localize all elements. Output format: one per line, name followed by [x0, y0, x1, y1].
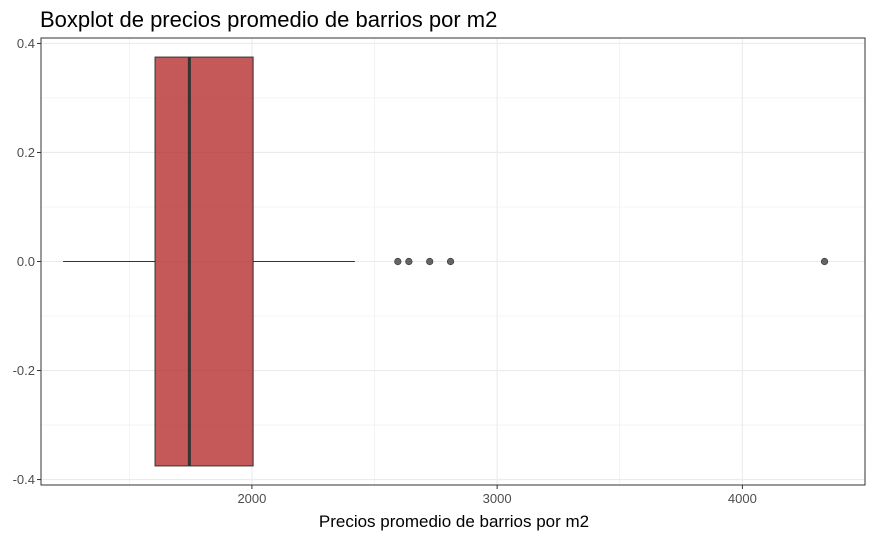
y-tick-label: -0.4: [13, 472, 35, 487]
x-axis-title: Precios promedio de barrios por m2: [319, 512, 589, 531]
x-tick-label: 4000: [728, 491, 757, 506]
x-tick-label: 3000: [483, 491, 512, 506]
outlier-point: [426, 257, 434, 266]
outlier-point: [394, 257, 402, 266]
outlier-point: [820, 257, 829, 266]
outlier-point: [405, 257, 413, 266]
y-tick-label: -0.2: [13, 363, 35, 378]
x-tick-label: 2000: [237, 491, 266, 506]
chart-title: Boxplot de precios promedio de barrios p…: [40, 7, 497, 32]
x-axis: 2000 3000 4000: [237, 485, 757, 506]
y-axis: 0.4 0.2 0.0 -0.2 -0.4: [13, 36, 41, 487]
y-tick-label: 0.2: [17, 145, 35, 160]
outlier-layer: [394, 257, 829, 266]
box-iqr: [154, 56, 254, 467]
outlier-point: [446, 257, 455, 266]
y-tick-label: 0.0: [17, 254, 35, 269]
y-tick-label: 0.4: [17, 36, 35, 51]
box-layer: [63, 56, 355, 467]
